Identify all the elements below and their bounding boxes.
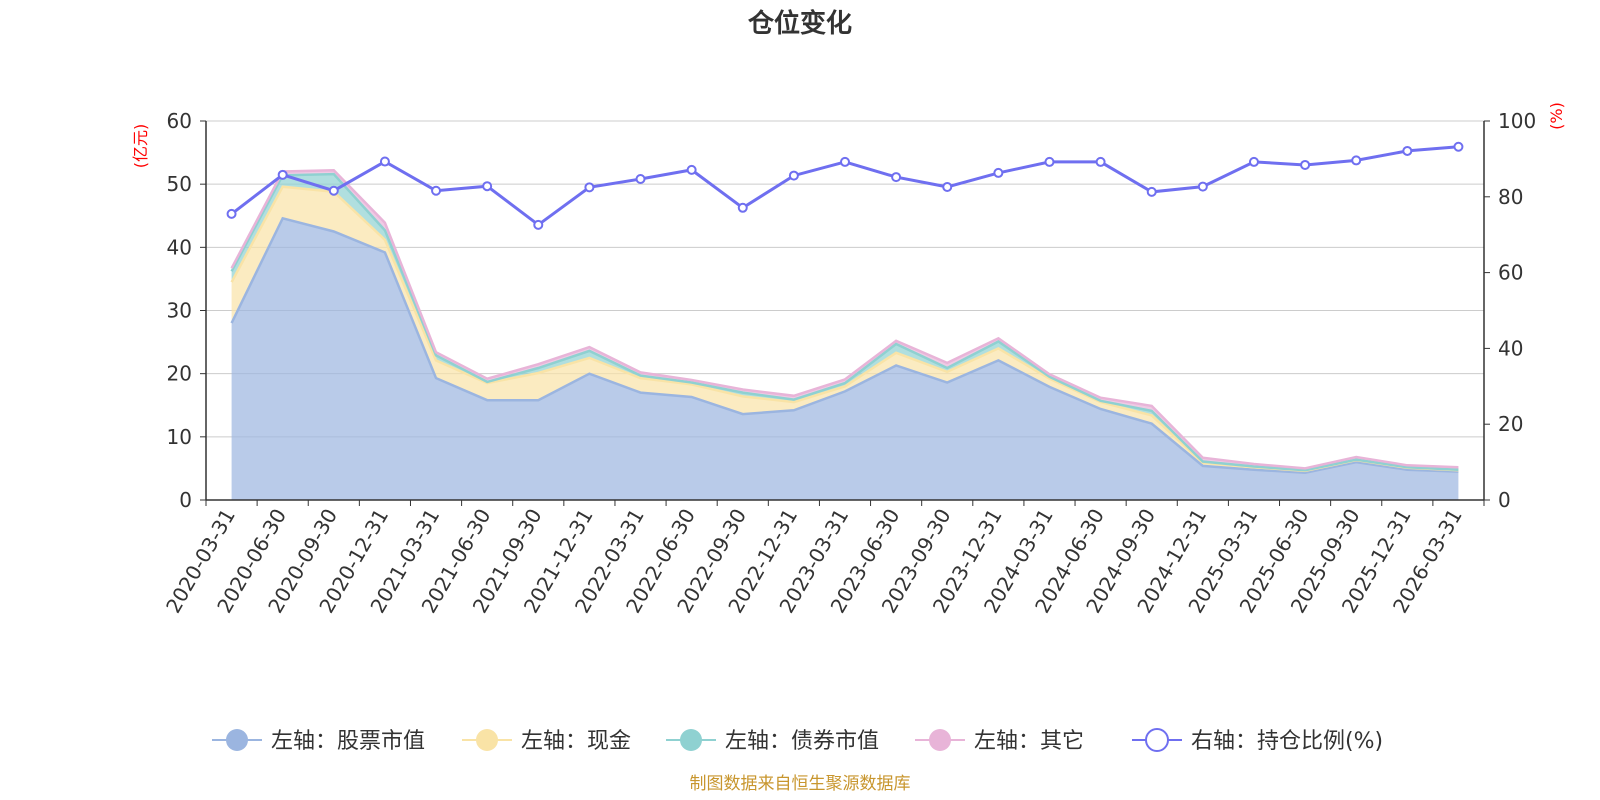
left-tick-label: 50 [167, 172, 192, 196]
ratio-point [1044, 156, 1055, 167]
ratio-point [431, 185, 442, 196]
ratio-point [379, 156, 390, 167]
area-edge-左轴：股票市值 [230, 216, 1459, 475]
legend-marker [1145, 728, 1169, 752]
legend-label: 左轴：其它 [974, 729, 1084, 754]
legend-item: 左轴：股票市值 [212, 729, 425, 754]
legend-label: 左轴：债券市值 [725, 729, 879, 754]
right-tick-label: 80 [1498, 185, 1523, 209]
left-tick-label: 60 [167, 109, 192, 133]
area-左轴：债券市值 [231, 174, 1459, 471]
area-左轴：现金 [231, 186, 1459, 473]
chart-title: 仓位变化 [747, 8, 852, 39]
right-tick-label: 0 [1498, 488, 1511, 512]
ratio-point [788, 170, 799, 181]
legend-item: 左轴：现金 [462, 729, 631, 754]
ratio-line [226, 141, 1464, 230]
ratio-point [328, 185, 339, 196]
ratio-point [993, 167, 1004, 178]
legend-marker [476, 729, 498, 751]
ratio-point [737, 202, 748, 213]
ratio-point [226, 208, 237, 219]
left-tick-label: 10 [167, 425, 192, 449]
ratio-point [584, 182, 595, 193]
right-tick-label: 100 [1498, 109, 1536, 133]
right-tick-label: 60 [1498, 261, 1523, 285]
ratio-point [1402, 145, 1413, 156]
ratio-point [482, 181, 493, 192]
legend-label: 左轴：股票市值 [271, 729, 425, 754]
ratio-point [533, 219, 544, 230]
area-edge-左轴：其它 [230, 169, 1459, 470]
left-axis-unit: (亿元) [131, 124, 150, 169]
ratio-point [635, 173, 646, 184]
left-tick-label: 0 [179, 488, 192, 512]
area-左轴：股票市值 [231, 218, 1459, 501]
legend-item: 右轴：持仓比例(%) [1132, 728, 1383, 754]
ratio-point [1248, 156, 1259, 167]
legend-marker [929, 729, 951, 751]
left-tick-label: 40 [167, 235, 192, 259]
legend: 左轴：股票市值 左轴：现金 左轴：债券市值 左轴：其它 右轴：持仓比例(%) [212, 728, 1383, 754]
left-tick-label: 30 [167, 299, 192, 323]
ratio-point [891, 172, 902, 183]
legend-item: 左轴：其它 [915, 729, 1084, 754]
legend-label: 左轴：现金 [521, 729, 631, 754]
ratio-point [1351, 155, 1362, 166]
ratio-point [1453, 141, 1464, 152]
ratio-point [1146, 186, 1157, 197]
ratio-point [686, 164, 697, 175]
legend-item: 左轴：债券市值 [666, 729, 879, 754]
left-tick-label: 20 [167, 362, 192, 386]
ratio-point [942, 181, 953, 192]
ratio-point [1095, 156, 1106, 167]
ratio-point [277, 169, 288, 180]
legend-marker [680, 729, 702, 751]
legend-label: 右轴：持仓比例(%) [1191, 729, 1383, 754]
right-tick-label: 20 [1498, 412, 1523, 436]
right-axis-unit: (%) [1547, 102, 1566, 130]
ratio-point [1300, 159, 1311, 170]
ratio-point [1197, 181, 1208, 192]
legend-marker [226, 729, 248, 751]
area-edge-左轴：债券市值 [230, 172, 1459, 472]
right-tick-label: 40 [1498, 336, 1523, 360]
data-source-note: 制图数据来自恒生聚源数据库 [690, 774, 911, 794]
ratio-point [840, 156, 850, 167]
stacked-areas [230, 169, 1459, 501]
